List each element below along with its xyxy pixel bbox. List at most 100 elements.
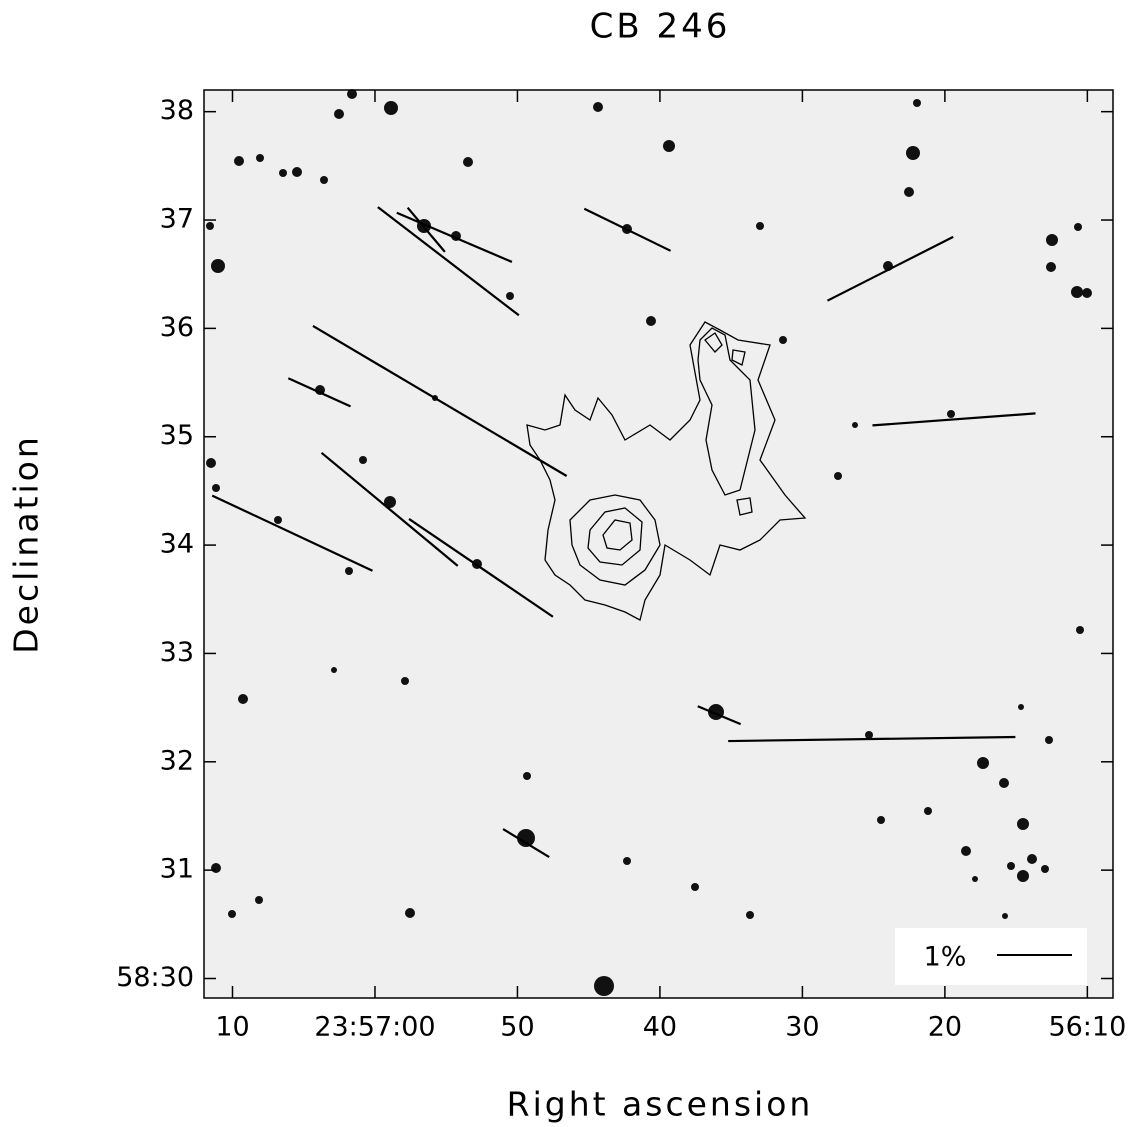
scale-label: 1% [924, 942, 967, 973]
star [347, 89, 357, 99]
contours [526, 321, 807, 621]
star [1007, 862, 1015, 870]
star [206, 458, 216, 468]
star [506, 292, 514, 300]
polarization-vector [728, 735, 1016, 743]
axes: 10 23:57:00 50 40 30 20 56:10 58:30 31 32 33 34 35 36… [116, 90, 1126, 1043]
polarization-vector [211, 494, 373, 572]
y-tick-label: 36 [160, 312, 194, 343]
star [913, 99, 921, 107]
star [238, 694, 248, 704]
star [1076, 626, 1084, 634]
polarization-vector [312, 325, 568, 477]
polarization-vector [872, 412, 1036, 427]
star [292, 167, 302, 177]
star [623, 857, 631, 865]
y-tick-label: 33 [160, 637, 194, 668]
star [1027, 854, 1037, 864]
star [877, 816, 885, 824]
star [234, 156, 244, 166]
star [523, 772, 531, 780]
star [401, 677, 409, 685]
y-axis-label: Declination [7, 434, 46, 654]
star [906, 146, 920, 160]
star [834, 472, 842, 480]
plot-frame [203, 89, 1114, 999]
star [972, 876, 978, 882]
star [206, 222, 214, 230]
star [1046, 234, 1058, 246]
star [228, 910, 236, 918]
star [255, 896, 263, 904]
star [405, 908, 415, 918]
star [594, 976, 614, 996]
star [1018, 704, 1024, 710]
star [279, 169, 287, 177]
polarization-vector [408, 518, 554, 618]
star [1017, 870, 1029, 882]
star [1002, 913, 1008, 919]
polarization-vector [406, 206, 446, 253]
polarization-vector [826, 235, 954, 302]
star [1017, 818, 1029, 830]
star [463, 157, 473, 167]
star [746, 911, 754, 919]
polarization-vector [502, 828, 550, 859]
star [345, 567, 353, 575]
star [274, 516, 282, 524]
star [517, 829, 535, 847]
star [779, 336, 787, 344]
polarization-vector [320, 451, 459, 567]
star [256, 154, 264, 162]
star [211, 259, 225, 273]
polarization-vector [583, 207, 672, 252]
star [646, 316, 656, 326]
star [593, 102, 603, 112]
polarization-vector [377, 206, 520, 317]
star [924, 807, 932, 815]
x-axis-label: Right ascension [507, 1085, 814, 1124]
y-tick-label: 31 [160, 854, 194, 885]
y-tick-label: 58:30 [116, 962, 194, 993]
x-tick-label: 50 [500, 1012, 534, 1043]
star [1046, 262, 1056, 272]
star [1045, 736, 1053, 744]
star [384, 101, 398, 115]
x-tick-label: 20 [928, 1012, 962, 1043]
x-tick-label: 56:10 [1048, 1012, 1126, 1043]
y-tick-label: 34 [160, 529, 194, 560]
star [331, 667, 337, 673]
star [359, 456, 367, 464]
star [999, 778, 1009, 788]
star [977, 757, 989, 769]
y-tick-label: 32 [160, 745, 194, 776]
x-tick-label: 23:57:00 [314, 1012, 435, 1043]
y-tick-label: 35 [160, 420, 194, 451]
star [947, 410, 955, 418]
image-background [204, 90, 1113, 998]
star [320, 176, 328, 184]
star [756, 222, 764, 230]
star [1074, 223, 1082, 231]
vectors [211, 206, 1036, 859]
star [663, 140, 675, 152]
star [1041, 865, 1049, 873]
scale-box [895, 928, 1087, 985]
star [1082, 288, 1092, 298]
y-tick-label: 37 [160, 204, 194, 235]
star [865, 731, 873, 739]
star [212, 484, 220, 492]
x-tick-label: 30 [785, 1012, 819, 1043]
star [691, 883, 699, 891]
polarization-vector [697, 705, 742, 726]
star [384, 496, 396, 508]
polarization-vector [287, 377, 351, 408]
star [904, 187, 914, 197]
star [334, 109, 344, 119]
star [211, 863, 221, 873]
chart-title: CB 246 [590, 7, 731, 47]
star [852, 422, 858, 428]
y-tick-label: 38 [160, 95, 194, 126]
x-tick-label: 10 [215, 1012, 249, 1043]
